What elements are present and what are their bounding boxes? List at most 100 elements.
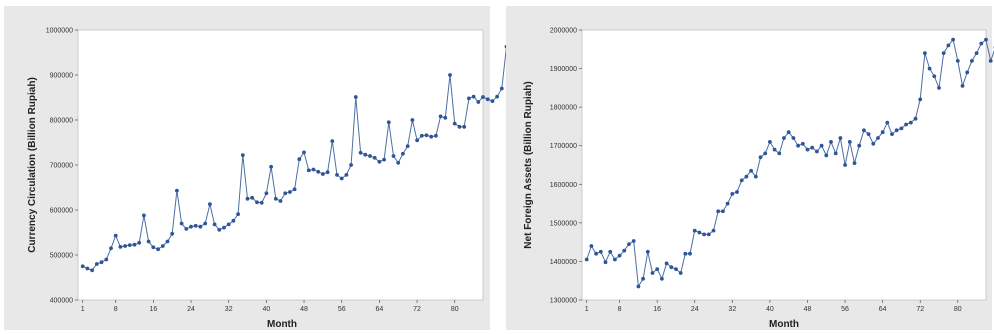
y-tick-label: 1600000 — [550, 182, 577, 189]
x-tick-label: 8 — [114, 306, 118, 313]
x-tick-label: 16 — [653, 306, 661, 313]
data-point — [918, 97, 923, 102]
data-point — [292, 187, 297, 192]
data-point — [979, 41, 984, 46]
y-tick-label: 1900000 — [550, 66, 577, 73]
data-point — [955, 59, 960, 63]
data-point — [876, 136, 880, 140]
y-tick-label: 1800000 — [550, 105, 577, 112]
data-point — [786, 130, 791, 135]
x-tick-label: 1 — [585, 306, 589, 313]
data-point — [434, 133, 438, 138]
data-point — [189, 224, 193, 229]
data-point — [908, 120, 913, 125]
data-point — [175, 188, 179, 193]
data-point — [899, 126, 904, 131]
data-point — [744, 174, 749, 179]
data-point — [391, 154, 396, 158]
data-point — [344, 173, 349, 177]
data-point — [353, 95, 358, 99]
x-tick-label: 32 — [225, 306, 233, 313]
data-point — [932, 74, 937, 79]
x-tick-label: 64 — [879, 306, 887, 313]
data-point — [99, 260, 104, 265]
data-point — [711, 228, 716, 233]
data-point — [749, 168, 753, 173]
data-point — [627, 242, 631, 247]
data-point — [278, 199, 283, 203]
data-point — [372, 155, 377, 160]
data-point — [655, 267, 660, 271]
data-point — [974, 51, 979, 55]
data-point — [810, 145, 815, 150]
data-point — [622, 248, 627, 253]
data-point — [763, 151, 768, 156]
data-point — [123, 244, 127, 248]
y-tick-label: 600000 — [50, 208, 73, 215]
y-tick-label: 1700000 — [550, 143, 577, 150]
data-point — [471, 94, 476, 99]
data-point — [443, 115, 448, 120]
data-point — [405, 144, 410, 149]
data-point — [160, 244, 165, 248]
data-point — [179, 221, 184, 226]
data-point — [485, 97, 490, 102]
data-point — [706, 232, 711, 237]
data-point — [137, 240, 142, 245]
data-point — [927, 66, 932, 71]
data-point — [753, 174, 758, 179]
data-point — [401, 151, 405, 156]
data-point — [236, 212, 241, 217]
data-point — [495, 94, 499, 99]
x-tick-label: 64 — [375, 306, 383, 313]
data-point — [212, 222, 217, 227]
data-point — [415, 138, 419, 143]
data-point — [151, 245, 156, 250]
data-point — [683, 251, 688, 256]
data-point — [330, 139, 335, 144]
x-tick-label: 72 — [413, 306, 421, 313]
plot-area — [581, 29, 987, 301]
data-point — [467, 96, 471, 101]
data-point — [739, 178, 744, 183]
data-point — [339, 176, 344, 181]
data-point — [457, 124, 462, 129]
data-point — [617, 253, 622, 258]
data-point — [697, 230, 702, 235]
y-axis-label: Net Foreign Assets (Billion Rupiah) — [523, 81, 534, 248]
currency-circulation-chart: Month Currency Circulation (Billion Rupi… — [4, 6, 509, 330]
data-point — [302, 150, 306, 155]
data-point — [165, 239, 170, 244]
data-point — [923, 51, 927, 55]
data-point — [702, 232, 706, 237]
data-point — [866, 132, 871, 137]
data-point — [608, 249, 613, 254]
data-point — [273, 196, 278, 201]
data-point — [833, 151, 838, 156]
y-tick-label: 1300000 — [550, 298, 577, 305]
data-point — [941, 51, 946, 55]
data-point — [631, 239, 636, 243]
data-point — [636, 284, 641, 289]
data-point — [490, 99, 495, 103]
data-point — [245, 196, 250, 201]
data-point — [382, 157, 386, 162]
x-tick-label: 40 — [766, 306, 774, 313]
data-point — [368, 154, 372, 158]
data-point — [829, 140, 833, 144]
data-point — [142, 213, 146, 218]
data-point — [805, 147, 810, 152]
data-point — [721, 209, 725, 214]
data-point — [645, 249, 650, 254]
data-point — [481, 95, 485, 99]
data-point — [203, 221, 208, 226]
y-tick-label: 800000 — [50, 118, 73, 125]
x-tick-label: 72 — [916, 306, 924, 313]
data-point — [603, 260, 608, 265]
data-point — [843, 163, 847, 167]
data-point — [946, 43, 951, 48]
data-point — [791, 136, 796, 140]
x-tick-label: 8 — [618, 306, 622, 313]
